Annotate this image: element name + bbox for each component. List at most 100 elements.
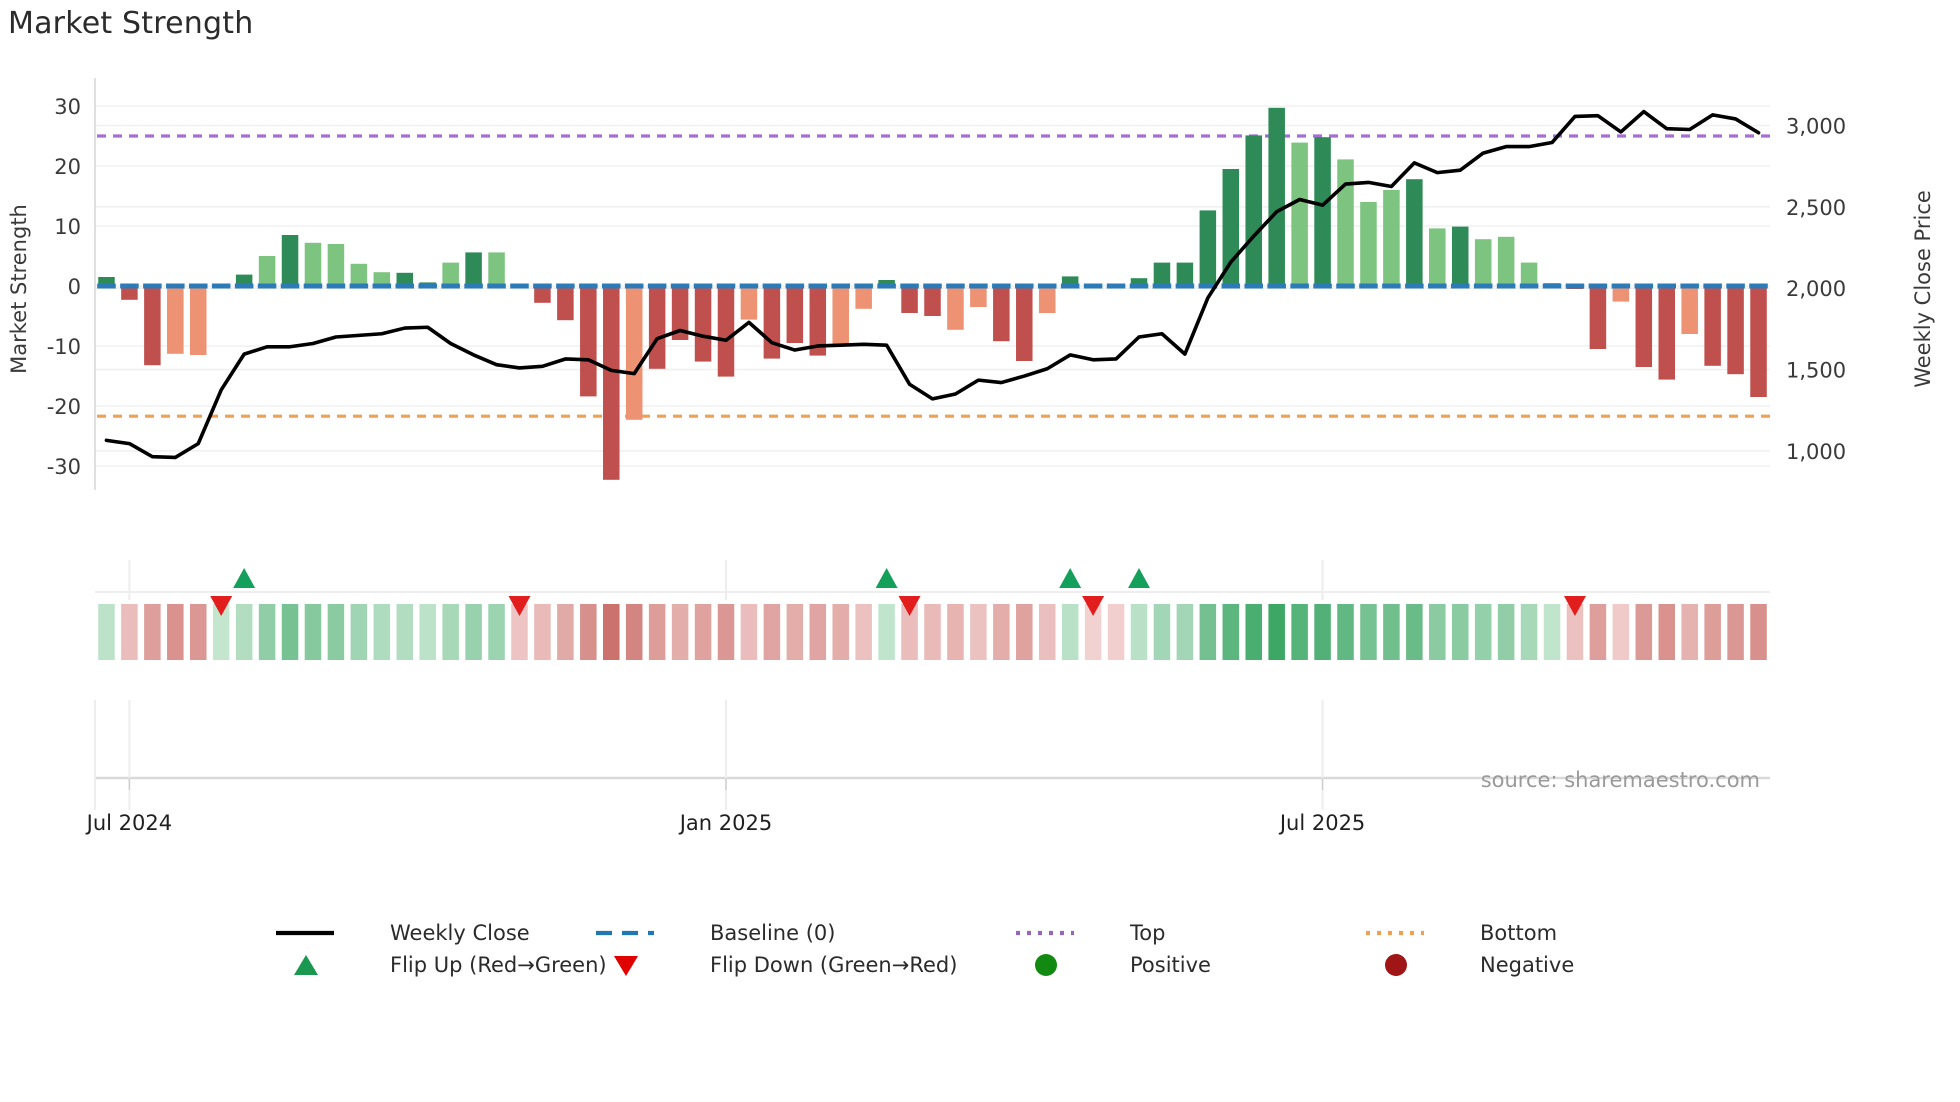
flip-down-marker xyxy=(1563,596,1586,616)
heatmap-cell xyxy=(121,604,138,660)
strength-bar xyxy=(1704,286,1721,366)
strength-bar xyxy=(258,256,276,286)
strength-bar xyxy=(1337,159,1354,286)
strength-bar xyxy=(167,286,184,354)
heatmap-cell xyxy=(1406,604,1423,660)
strength-bar xyxy=(947,286,964,330)
heatmap-cell xyxy=(144,604,161,660)
strength-bar xyxy=(98,277,115,286)
heatmap-cell xyxy=(373,604,391,660)
y-axis-tick-left: -30 xyxy=(47,455,81,479)
strength-bar xyxy=(878,280,895,286)
strength-bar xyxy=(603,286,620,480)
strength-bar xyxy=(1291,142,1308,286)
heatmap-cell xyxy=(534,604,551,660)
strength-bar xyxy=(855,286,872,309)
heatmap-cell xyxy=(1360,604,1377,660)
heatmap-cell xyxy=(1704,604,1721,660)
strength-bar xyxy=(1406,179,1423,286)
heatmap-cell xyxy=(717,604,735,660)
y-axis-tick-left: 30 xyxy=(54,95,81,119)
heatmap-cell xyxy=(1314,604,1331,660)
strength-bar xyxy=(1589,286,1607,349)
axes: 30 20 10 0 -10 -20 -30 3,000 2,500 2,000 1,500 1,00… xyxy=(7,95,1935,835)
strength-bar xyxy=(1727,286,1744,375)
heatmap-cell xyxy=(786,604,804,660)
heatmap-cell xyxy=(212,604,230,660)
heatmap-cell xyxy=(1038,604,1056,660)
strength-bar xyxy=(1681,286,1698,334)
legend-item: Flip Down (Green→Red) xyxy=(614,953,957,977)
strength-bar xyxy=(1061,276,1079,286)
heatmap-cell xyxy=(488,604,505,660)
heatmap-cell xyxy=(901,604,918,660)
heatmap-cell xyxy=(442,604,459,660)
heatmap-cell xyxy=(1451,604,1469,660)
legend-label: Positive xyxy=(1130,953,1211,977)
flip-down-marker xyxy=(210,596,233,616)
heatmap-cell xyxy=(1337,604,1354,660)
heatmap-cell xyxy=(1130,604,1148,660)
heatmap-cell xyxy=(1222,604,1240,660)
strength-bar xyxy=(648,286,666,369)
heatmap-cell xyxy=(1612,604,1630,660)
strength-bar xyxy=(1360,202,1377,286)
strength-bar xyxy=(281,235,299,286)
heatmap-cell xyxy=(167,604,184,660)
heatmap-cell xyxy=(603,604,620,660)
heatmap-cell xyxy=(1681,604,1698,660)
heatmap-cell xyxy=(1107,604,1125,660)
strength-bar xyxy=(717,286,735,377)
flip-up-marker xyxy=(1059,568,1082,588)
x-axis-tick-label: Jul 2024 xyxy=(85,811,172,835)
heatmap-cell xyxy=(511,604,528,660)
strength-bar xyxy=(1520,262,1538,286)
heatmap-cell xyxy=(1268,604,1285,660)
y-axis-tick-left: -20 xyxy=(47,395,81,419)
legend-label: Top xyxy=(1129,921,1165,945)
strength-bar xyxy=(1750,286,1767,397)
reference-lines xyxy=(97,134,1770,418)
strength-bar xyxy=(373,272,391,286)
flip-markers xyxy=(94,560,1770,810)
strength-bar xyxy=(1658,286,1676,380)
legend-item: Negative xyxy=(1385,953,1574,977)
heatmap-cell xyxy=(580,604,597,660)
x-axis-tick-label: Jul 2025 xyxy=(1278,811,1365,835)
strength-bars xyxy=(97,107,1768,480)
heatmap-cell xyxy=(924,604,941,660)
heatmap-cell xyxy=(832,604,849,660)
heatmap-cell xyxy=(258,604,276,660)
heatmap-cell xyxy=(98,604,115,660)
heatmap-cell xyxy=(740,604,758,660)
strength-bar xyxy=(327,244,345,286)
heatmap-cell xyxy=(1383,604,1400,660)
strength-bar xyxy=(993,286,1010,342)
strength-bar xyxy=(809,286,827,356)
heatmap-cell xyxy=(763,604,781,660)
heatmap-cell xyxy=(1429,604,1446,660)
heatmap-cell xyxy=(1497,604,1515,660)
legend-label: Bottom xyxy=(1480,921,1557,945)
y-axis-label-right: Weekly Close Price xyxy=(1911,190,1935,388)
heatmap-cell xyxy=(304,604,322,660)
legend-triangle-up-icon xyxy=(294,955,318,975)
heatmap-cell xyxy=(1153,604,1171,660)
chart-legend: Weekly Close Baseline (0) Top Bottom Flip Up… xyxy=(276,921,1574,977)
strength-bar xyxy=(396,272,414,286)
heatmap-cell xyxy=(1199,604,1217,660)
strength-bar xyxy=(1383,190,1400,286)
strength-bar xyxy=(465,252,482,286)
heatmap-cell xyxy=(1520,604,1538,660)
legend-label: Weekly Close xyxy=(390,921,530,945)
legend-item: Baseline (0) xyxy=(596,921,835,945)
y-axis-tick-right: 2,500 xyxy=(1786,196,1846,220)
heatmap-cell xyxy=(281,604,299,660)
flip-down-marker xyxy=(508,596,531,616)
heatmap-cell xyxy=(648,604,666,660)
legend-item: Flip Up (Red→Green) xyxy=(294,953,607,977)
strength-bar xyxy=(189,286,207,355)
heatmap-cell xyxy=(419,604,436,660)
strength-bar xyxy=(557,286,574,321)
